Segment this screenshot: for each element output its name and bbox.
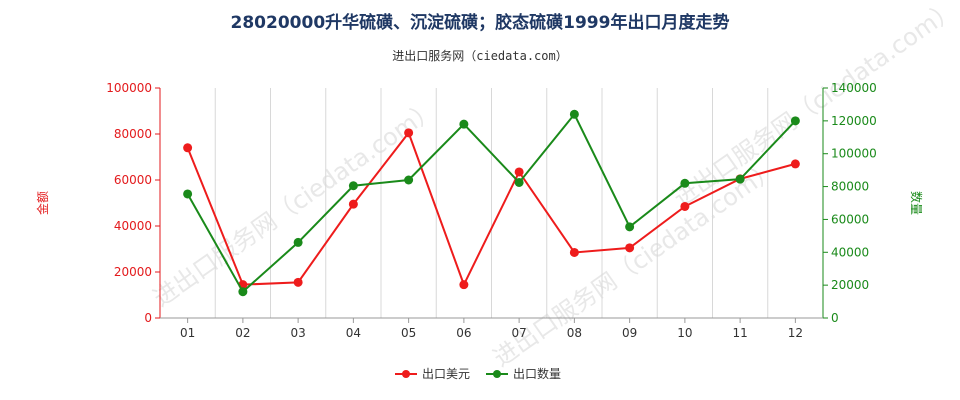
series-point [293,277,303,287]
right-axis-tick-label: 60000 [831,212,869,226]
left-axis-tick-label: 60000 [114,173,152,187]
series-line [186,130,796,288]
x-axis-tick-label: 06 [456,326,471,340]
series-point [790,116,800,126]
series-point [514,167,524,177]
left-axis-tick-label: 100000 [106,81,152,95]
series-point [348,181,358,191]
x-axis-tick-label: 09 [622,326,637,340]
left-axis-label: 金额 [35,191,50,215]
series-point [790,159,800,169]
x-axis-tick-label: 12 [788,326,803,340]
series-point [625,222,635,232]
right-axis-tick-label: 40000 [831,245,869,259]
x-axis-tick-label: 02 [235,326,250,340]
left-axis-tick-label: 80000 [114,127,152,141]
left-axis-tick-label: 0 [144,311,152,325]
right-axis-tick-label: 0 [831,311,839,325]
left-axis-tick-label: 20000 [114,265,152,279]
series-point [183,189,193,199]
legend-marker [493,370,501,378]
x-axis-tick-label: 05 [401,326,416,340]
series-point [183,143,193,153]
x-axis-tick-label: 08 [567,326,582,340]
x-axis-tick-label: 07 [511,326,526,340]
series-point [459,119,469,129]
right-axis-tick-label: 20000 [831,278,869,292]
right-axis-tick-label: 140000 [831,81,877,95]
legend-marker [402,370,410,378]
series-point [735,174,745,184]
x-axis-tick-label: 11 [732,326,747,340]
series-point [680,178,690,188]
x-axis-tick-label: 04 [346,326,361,340]
series-point [514,177,524,187]
series-point [680,201,690,211]
series-layer [183,109,800,297]
chart-subtitle: 进出口服务网（ciedata.com） [392,49,568,63]
right-axis-tick-label: 80000 [831,180,869,194]
right-axis-tick-label: 100000 [831,147,877,161]
left-axis-tick-label: 40000 [114,219,152,233]
series-point [459,280,469,290]
x-axis-tick-label: 10 [677,326,692,340]
series-point [625,243,635,253]
series-point [404,175,414,185]
x-axis-tick-label: 03 [290,326,305,340]
series-point [293,237,303,247]
chart-title: 28020000升华硫磺、沉淀硫磺；胶态硫磺1999年出口月度走势 [230,13,730,33]
series-point [238,287,248,297]
series-point [569,247,579,257]
right-axis-tick-label: 120000 [831,114,877,128]
legend: 出口美元 出口数量 [395,366,561,381]
series-point [348,199,358,209]
series-point [569,109,579,119]
series-line [186,112,797,294]
axis-layer: 0 20000 40000 60000 80000 100000 金额 0 20000 40000… [35,81,924,340]
series-point [404,128,414,138]
legend-label: 出口数量 [513,366,561,381]
x-axis-tick-label: 01 [180,326,195,340]
legend-label: 出口美元 [422,367,470,381]
right-axis-label: 数量 [909,191,924,215]
